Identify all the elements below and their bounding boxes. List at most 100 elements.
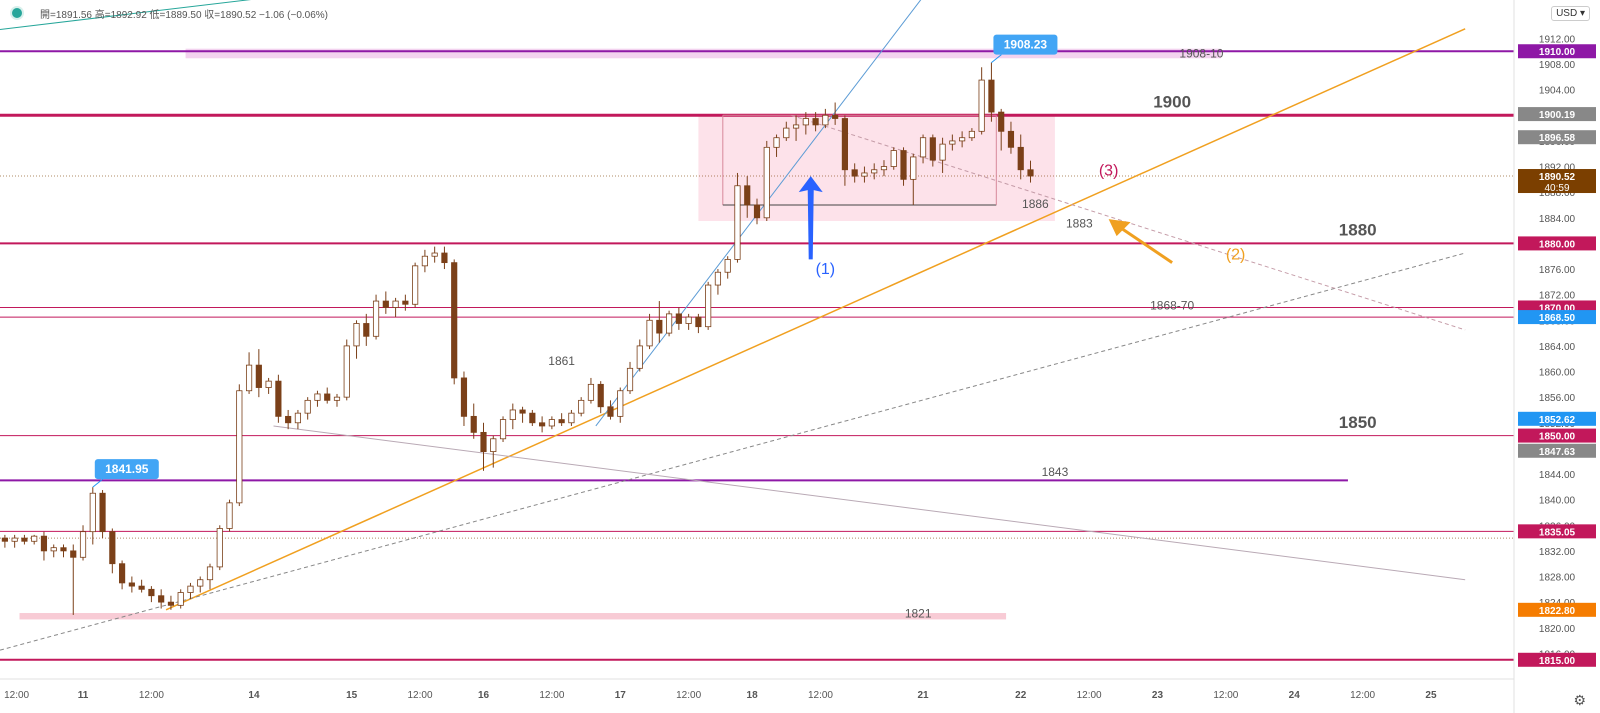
candle-body	[812, 118, 819, 126]
candle-body	[841, 118, 848, 171]
x-tick-label: 14	[248, 690, 260, 701]
candle-body	[1007, 130, 1015, 148]
candle-body	[539, 422, 546, 427]
candle-body	[392, 300, 399, 308]
y-tick-label: 1856.00	[1539, 393, 1576, 404]
candle-body	[998, 111, 1005, 132]
candle-body	[216, 528, 223, 568]
y-tick-label: 1872.00	[1539, 291, 1576, 302]
x-tick-label: 16	[478, 690, 490, 701]
price-tag-label: 1880.00	[1539, 239, 1576, 250]
candle-body	[148, 588, 155, 597]
y-tick-label: 1876.00	[1539, 265, 1576, 276]
orange-arrow-head	[1108, 219, 1131, 237]
candle-body	[31, 535, 38, 542]
x-tick-label: 12:00	[4, 690, 29, 701]
candle-body	[587, 383, 595, 401]
candle-body	[578, 399, 585, 414]
y-tick-label: 1864.00	[1539, 342, 1576, 353]
candle-body	[236, 390, 243, 504]
price-tag-box	[1518, 310, 1596, 325]
x-tick-label: 24	[1289, 690, 1301, 701]
candle-body	[197, 579, 204, 587]
candle-body	[314, 393, 321, 401]
candle-body	[626, 367, 634, 392]
candle-body	[372, 300, 380, 337]
candle-body	[949, 140, 956, 145]
candle-body	[763, 146, 770, 219]
candle-body	[177, 592, 184, 606]
callout-label: 1841.95	[105, 462, 149, 476]
candle-body	[519, 409, 526, 414]
chart-annotation: 1868-70	[1150, 298, 1194, 312]
price-tag-box	[1518, 236, 1596, 251]
price-tag-label: 1850.00	[1539, 432, 1576, 443]
candle-body	[324, 393, 331, 401]
x-tick-label: 15	[346, 690, 358, 701]
candle-body	[890, 150, 897, 167]
candle-body	[343, 345, 350, 398]
x-tick-label: 21	[917, 690, 929, 701]
price-tag-box	[1518, 602, 1596, 617]
price-tag-box	[1518, 428, 1596, 443]
y-tick-label: 1912.00	[1539, 34, 1576, 45]
price-tag-label: 1910.00	[1539, 47, 1576, 58]
ohlc-values: 開=1891.56 高=1892.92 低=1889.50 収=1890.52 …	[40, 9, 328, 21]
candle-body	[490, 438, 497, 452]
price-tag-box	[1518, 524, 1596, 539]
candle-body	[70, 550, 77, 558]
candle-body	[695, 316, 702, 328]
chart-annotation: 1883	[1066, 216, 1093, 230]
candle-body	[79, 531, 87, 558]
candle-body	[21, 537, 28, 542]
candle-body	[158, 595, 165, 603]
candle-body	[109, 531, 116, 565]
price-tag-label: 1870.00	[1539, 303, 1576, 314]
candle-body	[119, 563, 126, 584]
x-tick-label: 12:00	[139, 690, 164, 701]
candle-body	[548, 419, 555, 427]
candle-body	[822, 114, 829, 126]
price-tag-box	[1518, 443, 1596, 458]
price-tag-label: 1868.50	[1539, 313, 1576, 324]
candle-body	[50, 547, 57, 552]
candle-body	[919, 137, 927, 158]
candle-body	[353, 323, 360, 347]
candle-body	[128, 582, 135, 587]
candle-body	[245, 364, 253, 392]
y-tick-label: 1828.00	[1539, 573, 1576, 584]
trend-line	[595, 0, 922, 427]
candle-body	[558, 419, 565, 424]
ohlc-header: 開=1891.56 高=1892.92 低=1889.50 収=1890.52 …	[0, 0, 328, 26]
candle-body	[60, 547, 67, 552]
x-tick-label: 23	[1152, 690, 1164, 701]
gear-icon[interactable]: ⚙	[1573, 692, 1586, 708]
y-tick-label: 1844.00	[1539, 470, 1576, 481]
candle-body	[99, 492, 106, 533]
price-tag-box	[1518, 169, 1596, 194]
callout-pointer	[991, 54, 1002, 63]
candle-body	[167, 601, 175, 606]
chart-annotation: (2)	[1226, 246, 1246, 263]
candle-body	[294, 412, 302, 424]
candle-body	[226, 502, 233, 529]
price-tag-label: 1900.19	[1539, 110, 1576, 121]
candle-body	[685, 316, 692, 324]
price-tag-label: 1822.80	[1539, 606, 1576, 617]
candle-body	[597, 383, 604, 408]
chart-annotation: 1861	[548, 354, 575, 368]
candle-body	[460, 377, 468, 417]
candle-body	[333, 396, 341, 401]
candle-body	[988, 79, 995, 113]
symbol-status-icon	[10, 6, 24, 20]
chart-annotation: 1886	[1022, 197, 1049, 211]
chart-annotation: 1843	[1042, 465, 1069, 479]
candle-body	[206, 566, 214, 581]
chevron-down-icon: ▾	[1579, 8, 1585, 19]
currency-selector[interactable]: USD ▾	[1551, 6, 1590, 21]
callout-label: 1908.23	[1004, 38, 1048, 52]
x-tick-label: 12:00	[1213, 690, 1238, 701]
candle-body	[714, 271, 722, 286]
